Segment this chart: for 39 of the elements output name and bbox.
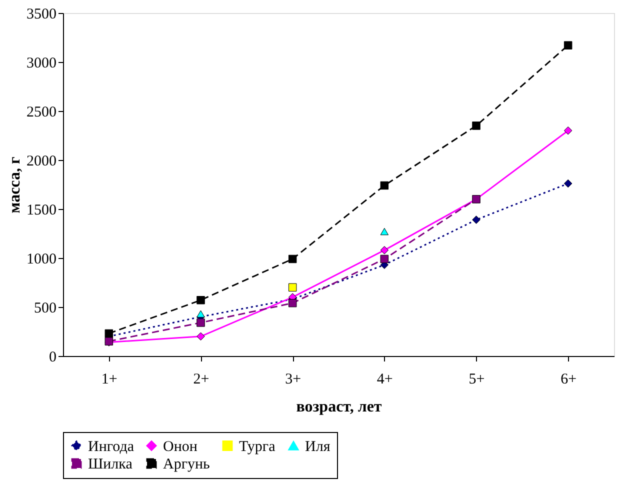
point	[380, 254, 389, 264]
point	[380, 246, 389, 254]
point	[288, 298, 297, 308]
legend-label: Ингода	[88, 438, 134, 455]
point	[196, 332, 205, 341]
point	[564, 41, 572, 50]
point	[564, 126, 572, 135]
point	[380, 181, 389, 190]
point	[196, 296, 205, 304]
y-axis-title: масса, г	[6, 156, 24, 214]
y-tick-label: 2000	[26, 154, 56, 170]
x-tick-label: 6+	[560, 372, 577, 388]
legend-label: Турга	[239, 438, 276, 455]
y-tick-label: 3500	[26, 6, 56, 22]
point	[288, 283, 297, 292]
point	[380, 228, 389, 236]
legend-label: Онон	[163, 438, 198, 455]
x-tick-label: 5+	[468, 372, 485, 388]
point	[288, 254, 297, 264]
point	[564, 179, 572, 188]
point	[196, 310, 205, 318]
x-axis-title: возраст, лет	[296, 398, 382, 416]
x-tick-label: 2+	[193, 372, 210, 388]
legend-label: Аргунь	[163, 456, 210, 472]
point	[196, 318, 205, 327]
y-tick-label: 3000	[26, 56, 56, 72]
x-tick-label: 3+	[285, 372, 302, 388]
y-tick-label: 2500	[26, 104, 56, 120]
y-tick-label: 1500	[26, 202, 56, 218]
y-tick-label: 0	[49, 350, 56, 366]
point	[472, 122, 480, 130]
y-tick-label: 1000	[26, 252, 56, 268]
x-tick-label: 4+	[376, 372, 393, 388]
x-tick-label: 1+	[101, 372, 118, 388]
y-tick-label: 500	[34, 300, 56, 316]
legend-label: Шилка	[88, 456, 133, 472]
point	[472, 216, 480, 224]
point	[104, 329, 114, 338]
legend-label: Иля	[305, 438, 330, 455]
